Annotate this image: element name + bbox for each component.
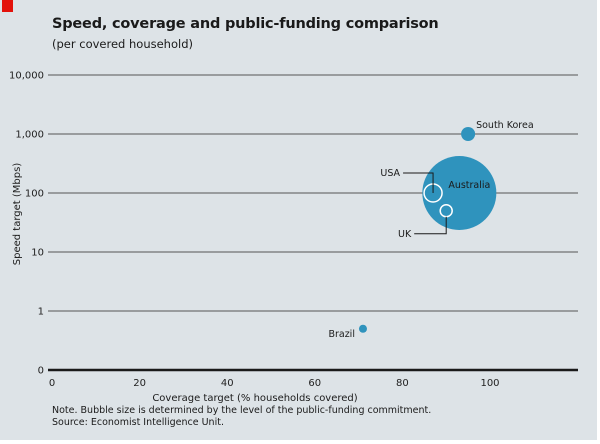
y-axis-label: Speed target (Mbps) [12,163,23,266]
y-tick-label: 10 [31,248,44,259]
y-tick-label: 10,000 [9,71,44,82]
bubble-south-korea [461,127,476,141]
y-tick-label: 100 [25,189,44,200]
y-tick-label: 1,000 [15,130,44,141]
x-tick-label: 20 [133,378,146,389]
y-tick-label: 0 [38,366,44,377]
leader-line-uk [414,216,447,235]
label-brazil: Brazil [328,329,355,340]
y-tick-label: 1 [38,307,44,318]
brand-accent-tab [2,0,13,12]
x-tick-label: 60 [308,378,321,389]
x-tick-label: 0 [49,378,55,389]
label-uk: UK [398,229,412,240]
label-south-korea: South Korea [476,120,534,131]
label-australia: Australia [448,180,490,191]
source-text: Source: Economist Intelligence Unit. [52,417,224,428]
x-tick-label: 40 [221,378,234,389]
leader-line-usa [403,172,434,193]
bubble-brazil [358,324,367,333]
chart-title: Speed, coverage and public-funding compa… [52,16,439,32]
chart-subtitle: (per covered household) [52,37,193,51]
x-tick-label: 100 [480,378,499,389]
label-usa: USA [380,168,400,179]
note-text: Note. Bubble size is determined by the l… [52,405,432,416]
chart-footnote: Note. Bubble size is determined by the l… [52,405,431,429]
x-axis-label: Coverage target (% households covered) [152,393,357,404]
x-tick-label: 80 [396,378,409,389]
